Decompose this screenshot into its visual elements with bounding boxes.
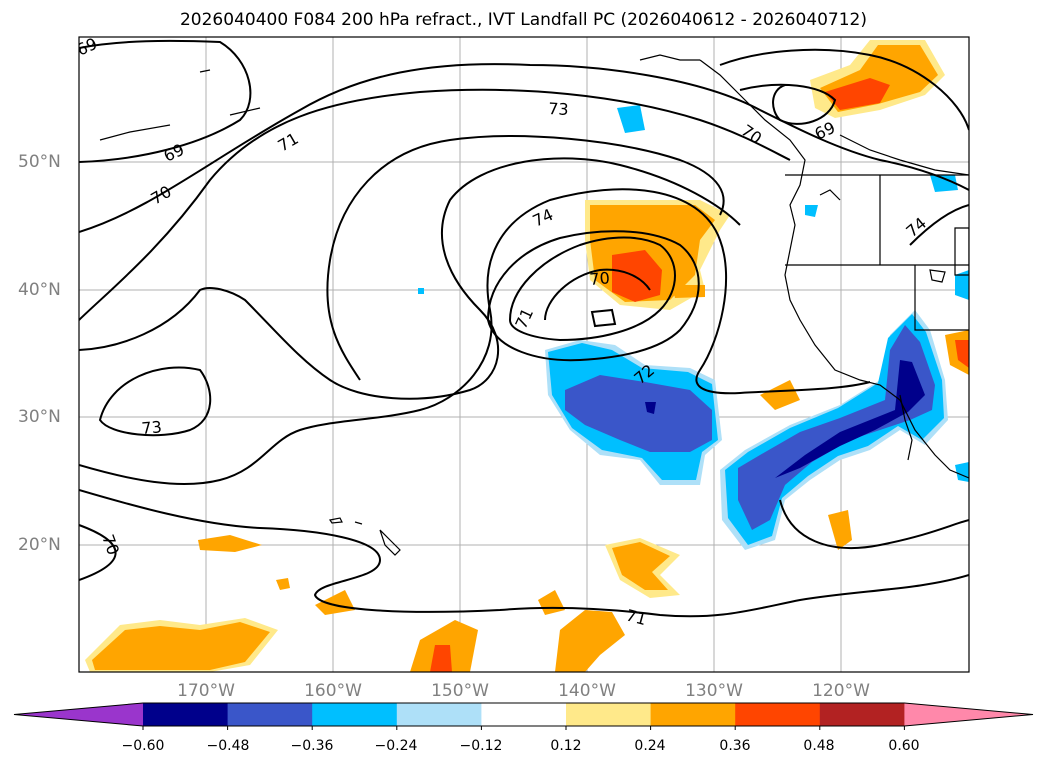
colorbar-tick: 0.48 [803,738,835,754]
negative-anomaly-shading [418,105,969,550]
lat-label-30n: 30°N [18,407,61,427]
lon-label-130w: 130°W [685,681,743,701]
positive-anomaly-shading [85,40,969,672]
colorbar-segment [566,703,652,726]
contour-label: 73 [141,417,163,438]
colorbar-segment [819,703,905,726]
lon-label-140w: 140°W [558,681,616,701]
contour-label: 70 [589,268,611,289]
map-frame [78,36,970,673]
lon-label-120w: 120°W [812,681,870,701]
colorbar-segment [735,703,821,726]
contour-label: 73 [548,99,569,119]
lat-label-20n: 20°N [18,535,61,555]
lat-label-40n: 40°N [18,280,61,300]
colorbar-tick: −0.24 [374,738,418,754]
colorbar-tick: −0.60 [121,738,165,754]
colorbar-segment [396,703,482,726]
colorbar-tick: 0.12 [550,738,582,754]
colorbar [13,702,1034,730]
lat-label-50n: 50°N [18,152,61,172]
colorbar-extend-high [904,703,1033,726]
colorbar-segment [481,703,567,726]
lon-label-150w: 150°W [431,681,489,701]
refractivity-contours [79,39,969,618]
contour-label: 71 [624,606,649,630]
colorbar-tick: −0.36 [290,738,334,754]
colorbar-tick: −0.48 [206,738,250,754]
map-area: 69 69 70 71 73 74 70 71 72 73 70 71 70 6… [79,37,969,672]
colorbar-tick: 0.60 [888,738,920,754]
lon-label-170w: 170°W [177,681,235,701]
lon-label-160w: 160°W [304,681,362,701]
coastlines [99,54,969,556]
colorbar-extend-low [14,703,143,726]
colorbar-tick: 0.24 [634,738,666,754]
colorbar-tick: 0.36 [719,738,751,754]
colorbar-tick: −0.12 [459,738,503,754]
colorbar-segment [227,703,313,726]
colorbar-segment [312,703,398,726]
colorbar-segment [143,703,229,726]
map-title: 2026040400 F084 200 hPa refract., IVT La… [179,10,867,30]
colorbar-segment [650,703,736,726]
